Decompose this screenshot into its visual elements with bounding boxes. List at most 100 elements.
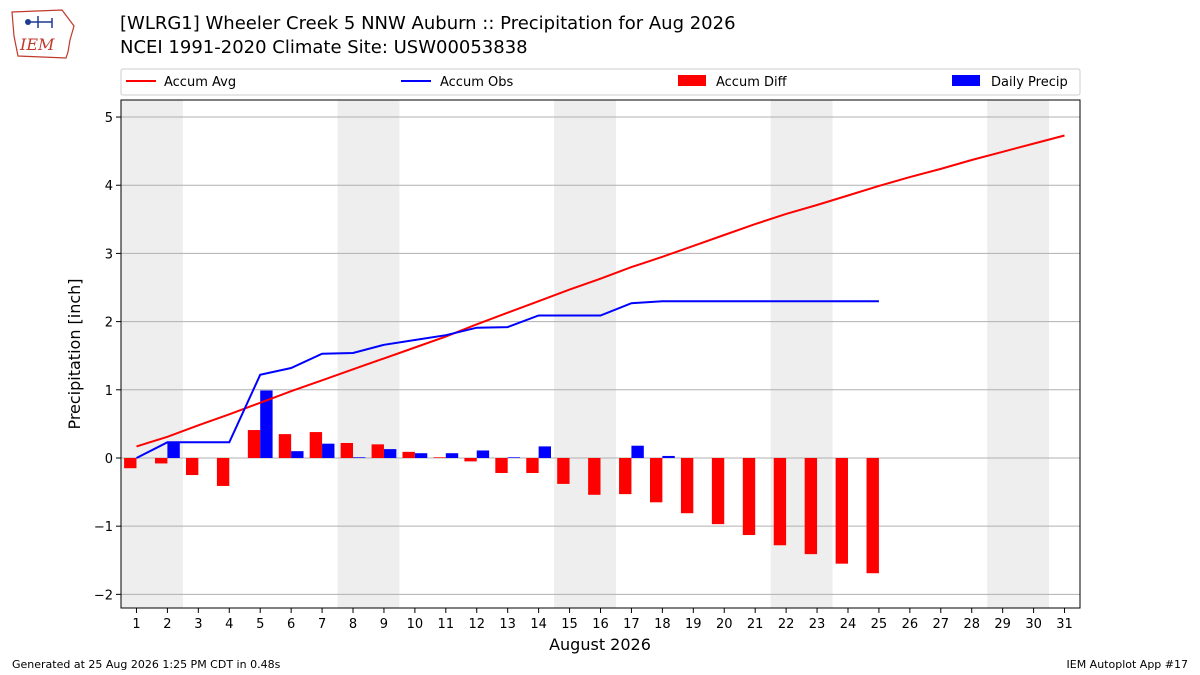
legend-label-accum-obs: Accum Obs bbox=[440, 75, 513, 90]
legend-box bbox=[120, 68, 1081, 96]
accum-diff-bar bbox=[835, 457, 848, 564]
daily-precip-bar bbox=[507, 457, 521, 458]
accum-diff-bar bbox=[742, 457, 756, 536]
x-tick-label: 26 bbox=[902, 617, 919, 632]
weekend-band-2 bbox=[554, 100, 616, 608]
x-tick-label: 17 bbox=[623, 617, 640, 632]
accum-diff-bar bbox=[557, 457, 570, 484]
legend-label-accum-diff: Accum Diff bbox=[716, 75, 788, 90]
x-tick-label: 19 bbox=[685, 617, 702, 632]
x-tick-label: 4 bbox=[225, 617, 233, 632]
legend-swatch-daily-precip bbox=[952, 75, 980, 86]
accum-diff-bar bbox=[804, 457, 818, 555]
daily-precip-bar bbox=[167, 442, 180, 458]
daily-precip-bar bbox=[445, 453, 459, 458]
accum-diff-bar bbox=[433, 457, 446, 458]
x-tick-label: 22 bbox=[778, 617, 795, 632]
y-tick-label: 5 bbox=[105, 111, 113, 126]
accum-diff-bar bbox=[464, 457, 477, 462]
accum-diff-bar bbox=[773, 457, 787, 546]
x-tick-label: 10 bbox=[407, 617, 424, 632]
accum-obs-line bbox=[136, 300, 879, 459]
accum-diff-bar bbox=[155, 457, 168, 464]
y-tick-label: 3 bbox=[105, 247, 113, 262]
x-tick-label: 1 bbox=[132, 617, 140, 632]
accum-diff-bar bbox=[866, 457, 879, 574]
x-tick-label: 24 bbox=[840, 617, 857, 632]
y-tick-label: −1 bbox=[94, 520, 113, 535]
weekend-shading bbox=[121, 100, 1050, 608]
x-tick-label: 12 bbox=[468, 617, 485, 632]
gridlines bbox=[121, 116, 1080, 595]
y-tick-label: 2 bbox=[105, 316, 113, 331]
daily-precip-bar bbox=[383, 449, 397, 458]
lines bbox=[136, 134, 1065, 459]
x-tick-label: 20 bbox=[716, 617, 733, 632]
x-tick-label: 29 bbox=[994, 617, 1011, 632]
x-tick-label: 28 bbox=[963, 617, 980, 632]
accum-diff-bar bbox=[309, 432, 323, 458]
daily-precip-bar bbox=[414, 453, 428, 458]
daily-precip-bar bbox=[538, 446, 552, 458]
accum-diff-bar bbox=[185, 457, 199, 476]
y-tick-label: 1 bbox=[105, 384, 113, 399]
daily-precip-bar bbox=[353, 457, 366, 458]
accum-diff-bar bbox=[340, 442, 354, 458]
x-axis-label: August 2026 bbox=[549, 635, 651, 654]
y-axis-label: Precipitation [inch] bbox=[65, 278, 84, 429]
daily-precip-bar bbox=[291, 451, 304, 458]
x-tick-label: 14 bbox=[530, 617, 547, 632]
legend: Accum Avg Accum Obs Accum Diff Daily Pre… bbox=[120, 68, 1081, 96]
accum-diff-bar bbox=[680, 457, 694, 514]
iem-logo: IEM bbox=[11, 9, 75, 59]
y-tick-label: 4 bbox=[105, 179, 113, 194]
accum-diff-bar bbox=[247, 430, 261, 458]
legend-swatch-accum-diff bbox=[678, 75, 706, 86]
footer-generated: Generated at 25 Aug 2026 1:25 PM CDT in … bbox=[12, 658, 281, 671]
x-tick-label: 2 bbox=[163, 617, 171, 632]
x-tick-label: 7 bbox=[318, 617, 326, 632]
x-tick-label: 31 bbox=[1056, 617, 1073, 632]
y-tick-label: −2 bbox=[94, 588, 113, 603]
accum-diff-bar bbox=[526, 457, 539, 473]
x-tick-label: 27 bbox=[933, 617, 950, 632]
x-tick-label: 6 bbox=[287, 617, 295, 632]
x-tick-label: 18 bbox=[654, 617, 671, 632]
accum-diff-bar bbox=[619, 457, 632, 495]
weekend-band-0 bbox=[121, 100, 183, 608]
x-tick-label: 30 bbox=[1025, 617, 1042, 632]
daily-precip-bar bbox=[662, 455, 675, 458]
daily-precip-bar bbox=[631, 445, 644, 458]
x-tick-label: 13 bbox=[499, 617, 516, 632]
accum-diff-bar bbox=[711, 457, 725, 525]
x-tick-label: 23 bbox=[809, 617, 826, 632]
daily-precip-bar bbox=[476, 450, 490, 458]
accum-avg-line bbox=[136, 134, 1065, 448]
x-tick-label: 15 bbox=[561, 617, 578, 632]
iowa-outline bbox=[11, 9, 75, 59]
y-tick-label: 0 bbox=[105, 452, 113, 467]
x-tick-label: 8 bbox=[349, 617, 357, 632]
x-tick-label: 11 bbox=[438, 617, 455, 632]
chart-subtitle: NCEI 1991-2020 Climate Site: USW00053838 bbox=[120, 37, 528, 58]
accum-diff-bar bbox=[649, 457, 663, 503]
accum-diff-bar bbox=[371, 444, 384, 458]
legend-label-accum-avg: Accum Avg bbox=[164, 75, 236, 90]
chart-title: [WLRG1] Wheeler Creek 5 NNW Auburn :: Pr… bbox=[120, 13, 736, 34]
x-tick-label: 3 bbox=[194, 617, 202, 632]
daily-precip-bar bbox=[260, 390, 273, 458]
accum-diff-bar bbox=[124, 457, 137, 469]
weekend-band-4 bbox=[987, 100, 1050, 608]
x-tick-label: 5 bbox=[256, 617, 264, 632]
footer-app-label: IEM Autoplot App #17 bbox=[1066, 658, 1189, 671]
accum-diff-bar bbox=[216, 457, 230, 486]
logo-text: IEM bbox=[19, 35, 55, 54]
x-tick-label: 25 bbox=[871, 617, 888, 632]
bars bbox=[124, 390, 879, 574]
accum-diff-bar bbox=[588, 457, 601, 495]
accum-diff-bar bbox=[278, 434, 292, 458]
daily-precip-bar bbox=[322, 443, 335, 458]
x-tick-label: 16 bbox=[592, 617, 609, 632]
